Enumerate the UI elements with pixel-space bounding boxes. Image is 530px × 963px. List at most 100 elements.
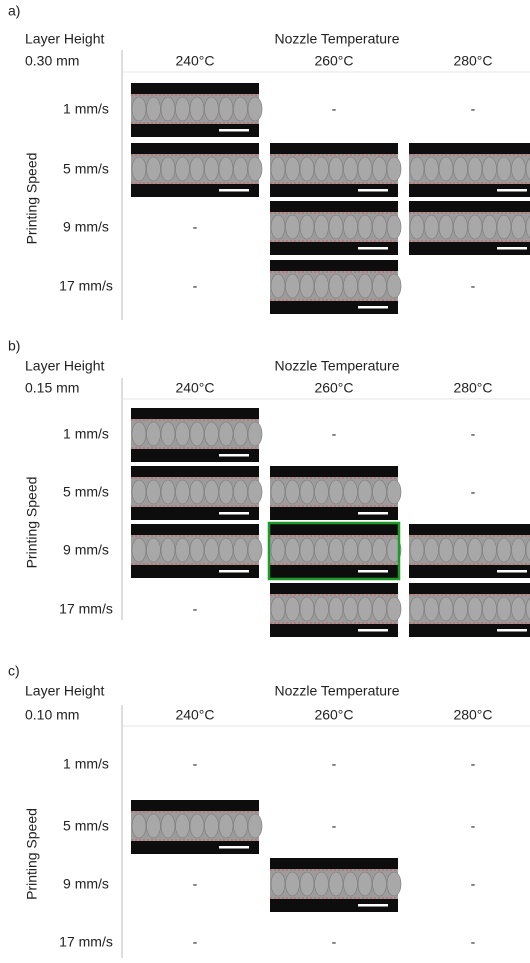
scale-bar	[358, 904, 388, 907]
temperature-label: 260°C	[314, 707, 353, 723]
ct-image	[131, 408, 263, 462]
scale-bar	[219, 129, 249, 132]
empty-cell: -	[471, 876, 476, 892]
strand	[175, 813, 190, 839]
strand	[131, 813, 147, 839]
strand	[247, 537, 263, 563]
strand	[131, 156, 147, 182]
scale-bar	[358, 189, 388, 192]
strand	[372, 871, 387, 897]
strand	[328, 596, 344, 622]
scale-bar	[358, 306, 388, 309]
strand	[467, 596, 483, 622]
speed-title: Printing Speed	[24, 153, 40, 245]
ct-image	[270, 143, 402, 197]
strand	[328, 479, 344, 505]
ct-image	[270, 201, 402, 255]
strand	[270, 273, 286, 299]
strand	[218, 156, 234, 182]
empty-cell: -	[193, 876, 198, 892]
strand	[299, 479, 315, 505]
strand	[328, 871, 344, 897]
strand	[247, 96, 263, 122]
strand	[247, 813, 263, 839]
strand	[146, 421, 161, 447]
strand	[386, 596, 402, 622]
strand	[270, 871, 286, 897]
strand	[496, 596, 512, 622]
strand	[357, 537, 373, 563]
strand	[189, 479, 205, 505]
strand	[409, 537, 425, 563]
strand	[409, 596, 425, 622]
scale-bar	[497, 247, 527, 250]
strand	[270, 537, 286, 563]
strand	[357, 273, 373, 299]
strand	[233, 479, 248, 505]
empty-cell: -	[332, 756, 337, 772]
strand	[343, 214, 358, 240]
strand	[189, 537, 205, 563]
strand	[131, 421, 147, 447]
strand	[424, 214, 439, 240]
ct-image	[270, 583, 402, 637]
strand	[372, 273, 387, 299]
scale-bar	[219, 189, 249, 192]
strand	[424, 537, 439, 563]
strand	[299, 214, 315, 240]
strand	[233, 96, 248, 122]
strand	[299, 537, 315, 563]
strand	[131, 479, 147, 505]
ct-image	[409, 524, 530, 578]
strand	[218, 479, 234, 505]
ct-image	[270, 858, 402, 912]
strand	[386, 273, 402, 299]
strand	[525, 538, 530, 562]
strand	[386, 479, 402, 505]
speed-label: 9 mm/s	[63, 876, 109, 892]
scale-bar	[219, 454, 249, 457]
strand	[467, 537, 483, 563]
layer-height-title: Layer Height	[25, 358, 104, 374]
empty-cell: -	[193, 219, 198, 235]
empty-cell: -	[471, 278, 476, 294]
speed-label: 17 mm/s	[59, 934, 113, 950]
strand	[438, 596, 454, 622]
strand	[496, 156, 512, 182]
strand	[233, 537, 248, 563]
temperature-label: 260°C	[314, 53, 353, 69]
strand	[409, 156, 425, 182]
temperature-label: 280°C	[453, 707, 492, 723]
strand	[314, 156, 329, 182]
strand	[372, 214, 387, 240]
strand	[357, 871, 373, 897]
strand	[424, 596, 439, 622]
strand	[511, 214, 526, 240]
strand	[386, 537, 402, 563]
strand	[270, 596, 286, 622]
scale-bar	[497, 570, 527, 573]
strand	[314, 871, 329, 897]
temperature-label: 280°C	[453, 53, 492, 69]
ct-image	[409, 201, 530, 255]
scale-bar	[219, 846, 249, 849]
temperature-label: 260°C	[314, 380, 353, 396]
strand	[131, 537, 147, 563]
strand	[453, 537, 468, 563]
temperature-label: 240°C	[175, 380, 214, 396]
panel-label: a)	[8, 3, 20, 19]
speed-label: 9 mm/s	[63, 219, 109, 235]
strand	[525, 157, 530, 181]
strand	[482, 537, 497, 563]
empty-cell: -	[193, 934, 198, 950]
empty-cell: -	[471, 484, 476, 500]
strand	[204, 813, 219, 839]
strand	[299, 156, 315, 182]
panel-label: c)	[8, 663, 20, 679]
strand	[453, 214, 468, 240]
strand	[525, 215, 530, 239]
strand	[328, 214, 344, 240]
strand	[146, 479, 161, 505]
strand	[233, 813, 248, 839]
